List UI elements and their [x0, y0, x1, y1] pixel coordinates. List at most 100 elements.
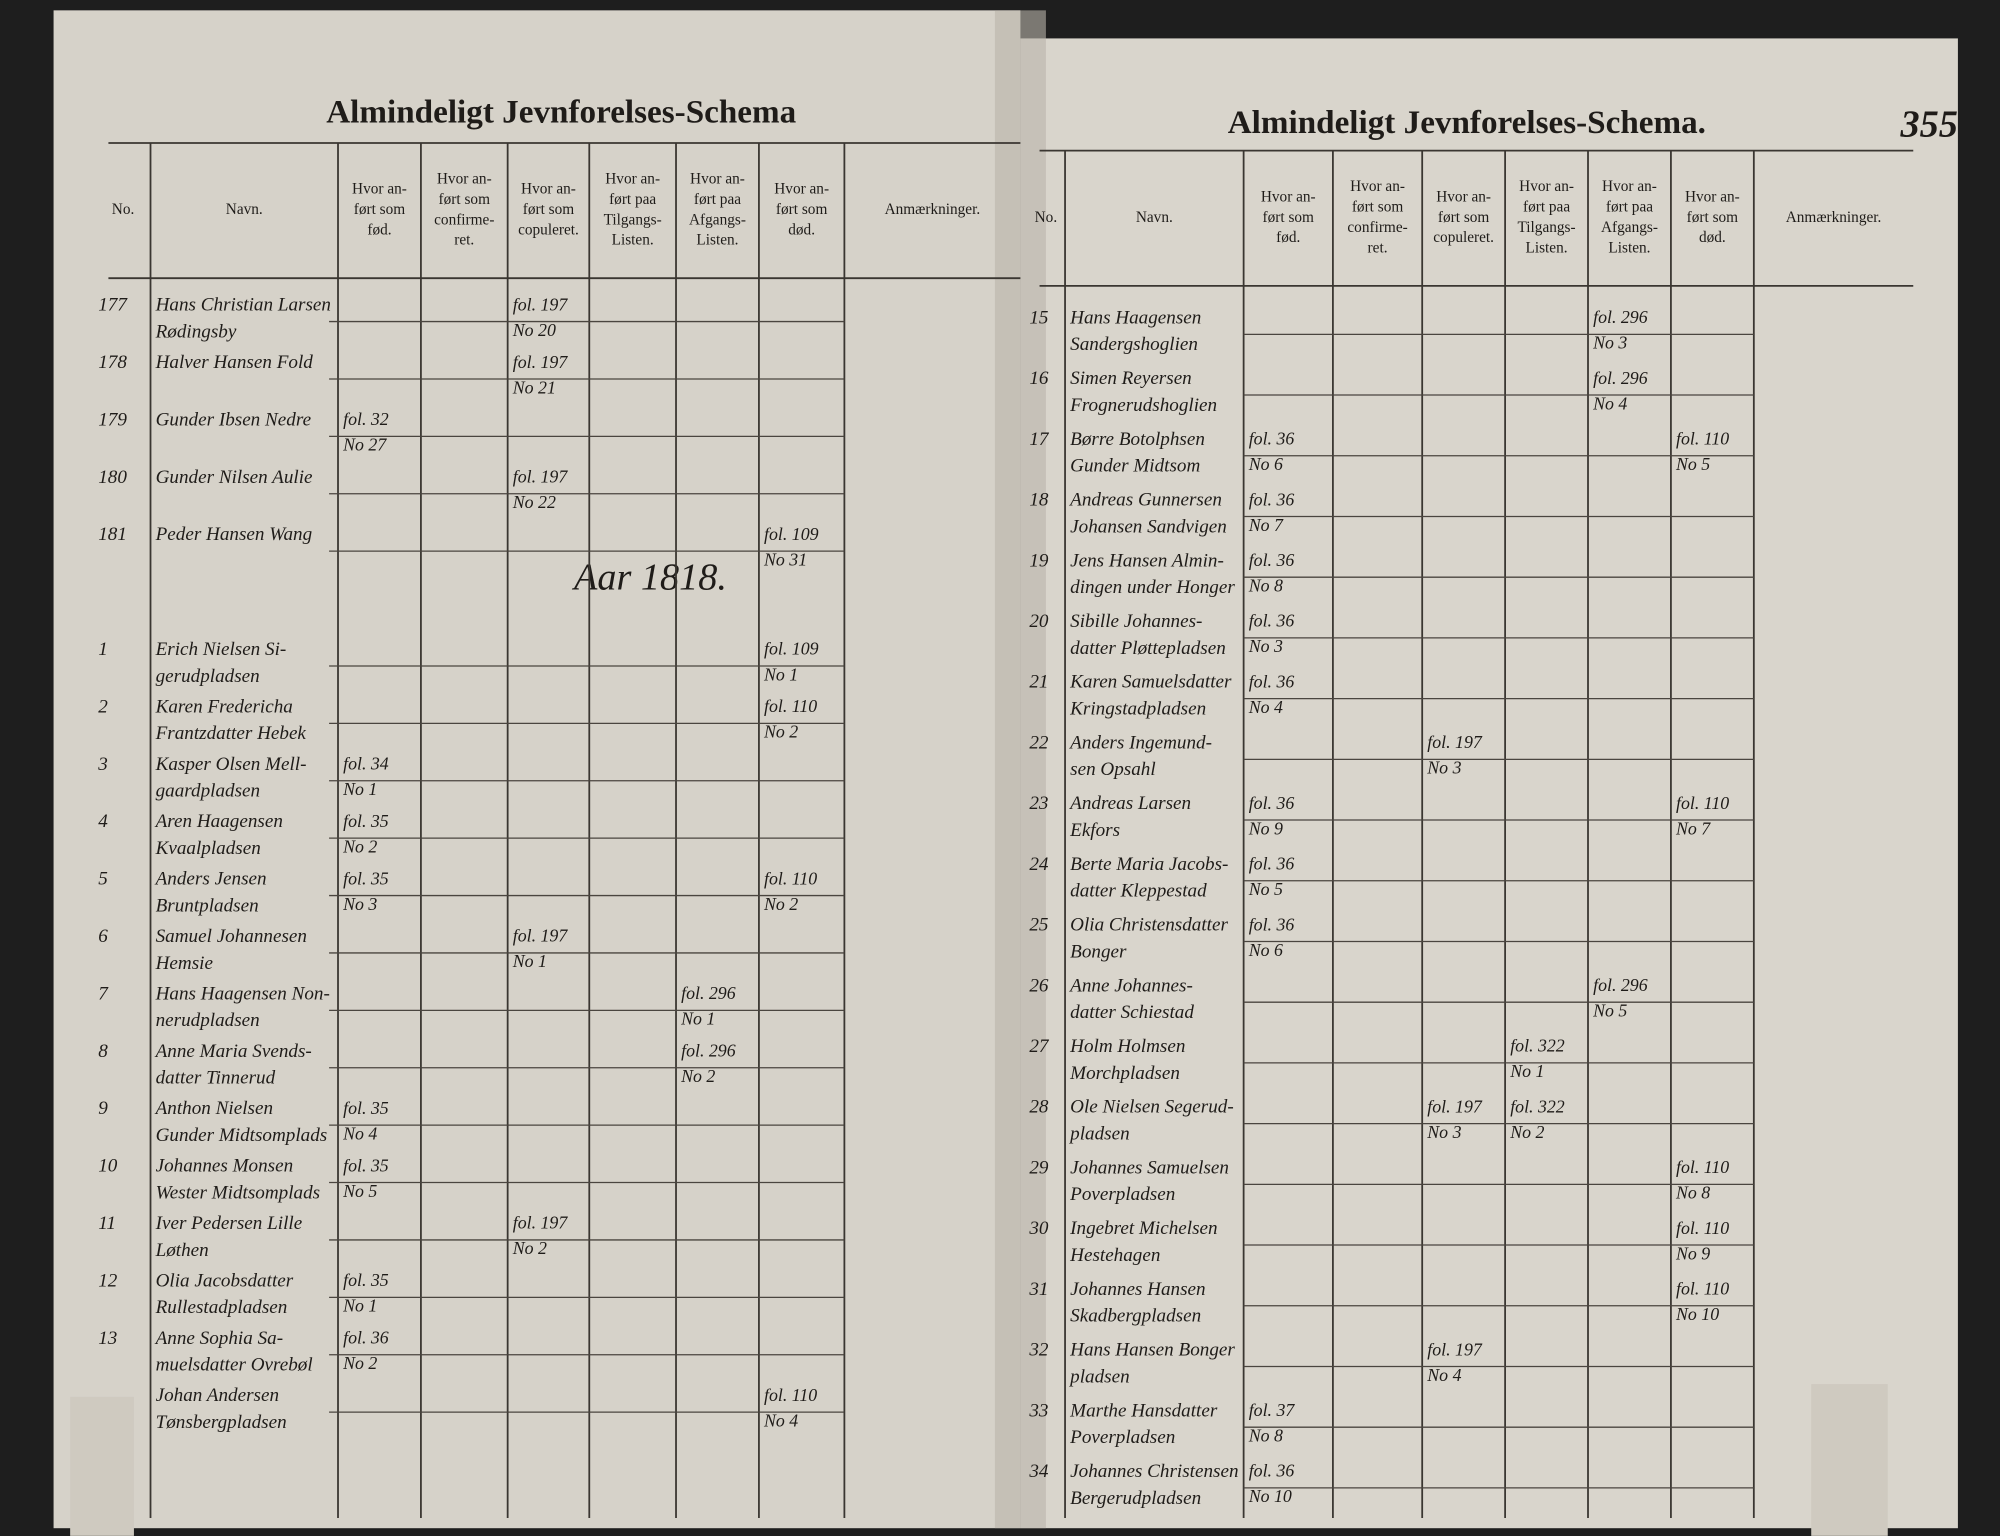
column-header: No.: [1035, 209, 1058, 226]
column-header: Hvor an-: [1436, 188, 1491, 205]
row-number: 181: [98, 524, 127, 545]
register-reference: No 6: [1248, 940, 1283, 960]
register-reference: fol. 34: [343, 754, 389, 774]
row-name: Olia Christensdatter: [1070, 915, 1228, 936]
row-name: Anne Sophia Sa-: [154, 1328, 283, 1349]
column-header: ført som: [1352, 199, 1404, 216]
row-name: Anthon Nielsen: [154, 1098, 273, 1119]
register-reference: No 9: [1675, 1243, 1710, 1263]
row-name: Berte Maria Jacobs-: [1070, 854, 1228, 875]
column-header: Navn.: [1136, 209, 1173, 226]
row-number: 12: [98, 1270, 118, 1291]
column-header: Hvor an-: [1350, 178, 1405, 195]
register-reference: fol. 35: [343, 811, 389, 831]
column-header: Hvor an-: [774, 181, 829, 198]
row-name: Frognerudshoglien: [1069, 395, 1217, 416]
register-reference: No 5: [1248, 879, 1283, 899]
column-header: confirme-: [434, 211, 494, 228]
column-header: ført som: [1263, 209, 1315, 226]
row-name: Karen Fredericha: [155, 696, 293, 717]
row-name: Poverpladsen: [1069, 1184, 1175, 1205]
register-reference: No 3: [1426, 758, 1461, 778]
column-header: ført paa: [694, 191, 741, 208]
row-name: gerudpladsen: [156, 666, 260, 687]
row-number: 31: [1028, 1279, 1048, 1300]
column-header: ført som: [776, 201, 828, 218]
row-name: Løthen: [155, 1240, 209, 1261]
register-reference: No 3: [1426, 1122, 1461, 1142]
register-reference: No 2: [763, 894, 798, 914]
register-reference: fol. 197: [1427, 1096, 1483, 1116]
column-header: Afgangs-: [689, 211, 746, 228]
left-page: [53, 10, 1021, 1529]
column-header: Listen.: [1526, 239, 1568, 256]
row-number: 8: [98, 1041, 108, 1062]
column-header: Listen.: [1608, 239, 1650, 256]
column-header: ført som: [1687, 209, 1739, 226]
register-reference: fol. 110: [1676, 1279, 1729, 1299]
row-name: nerudpladsen: [156, 1010, 260, 1031]
column-header: ført paa: [1606, 199, 1653, 216]
row-number: 11: [98, 1213, 116, 1234]
row-number: 29: [1029, 1157, 1049, 1178]
register-reference: No 2: [680, 1066, 715, 1086]
column-header: Anmærkninger.: [1786, 209, 1882, 226]
row-number: 30: [1028, 1218, 1049, 1239]
register-reference: fol. 296: [681, 1041, 736, 1061]
column-header: copuleret.: [1433, 229, 1494, 246]
register-reference: fol. 322: [1510, 1096, 1565, 1116]
column-header: Listen.: [612, 232, 654, 249]
row-name: Gunder Midtsom: [1070, 456, 1200, 477]
register-reference: No 2: [342, 836, 377, 856]
register-reference: fol. 197: [513, 294, 569, 314]
row-name: Johannes Hansen: [1070, 1279, 1205, 1300]
row-number: 33: [1028, 1400, 1048, 1421]
register-reference: No 20: [512, 320, 556, 340]
row-number: 16: [1029, 368, 1049, 389]
register-reference: No 3: [342, 894, 377, 914]
row-name: pladsen: [1068, 1366, 1130, 1387]
page-number: 355: [1900, 103, 1958, 145]
gutter: [994, 10, 1046, 1529]
register-reference: fol. 110: [1676, 793, 1729, 813]
row-name: gaardpladsen: [156, 781, 260, 802]
row-number: 5: [98, 869, 108, 890]
book-clip: [1811, 1384, 1888, 1536]
register-reference: No 22: [512, 492, 556, 512]
register-reference: fol. 322: [1510, 1036, 1565, 1056]
column-header: Hvor an-: [1261, 188, 1316, 205]
register-reference: No 2: [1509, 1122, 1544, 1142]
row-name: Skadbergpladsen: [1070, 1306, 1201, 1327]
row-name: Ole Nielsen Segerud-: [1070, 1097, 1234, 1118]
row-number: 6: [98, 926, 108, 947]
column-header: fød.: [1276, 229, 1300, 246]
register-reference: fol. 35: [343, 1270, 389, 1290]
register-reference: No 2: [512, 1238, 547, 1258]
row-name: Anne Maria Svends-: [154, 1041, 312, 1062]
register-reference: fol. 109: [764, 524, 819, 544]
row-number: 13: [98, 1328, 117, 1349]
column-header: Hvor an-: [605, 171, 660, 188]
row-name: Bonger: [1070, 941, 1127, 962]
row-number: 18: [1029, 490, 1049, 511]
row-name: Olia Jacobsdatter: [156, 1270, 294, 1291]
row-number: 32: [1028, 1340, 1049, 1361]
register-reference: No 8: [1675, 1183, 1710, 1203]
row-name: Rødingsby: [155, 321, 237, 342]
register-reference: fol. 35: [343, 868, 389, 888]
row-number: 22: [1029, 732, 1049, 753]
register-reference: No 4: [1426, 1365, 1461, 1385]
row-number: 179: [98, 409, 127, 430]
row-number: 7: [98, 983, 109, 1004]
register-reference: fol. 197: [1427, 1339, 1483, 1359]
column-header: ført som: [523, 201, 575, 218]
column-header: ført paa: [609, 191, 656, 208]
register-reference: fol. 110: [764, 696, 817, 716]
row-name: pladsen: [1068, 1123, 1130, 1144]
row-name: Børre Botolphsen: [1070, 429, 1205, 450]
row-number: 9: [98, 1098, 108, 1119]
register-reference: fol. 36: [1249, 671, 1295, 691]
row-number: 3: [97, 754, 108, 775]
register-reference: fol. 35: [343, 1155, 389, 1175]
register-reference: fol. 197: [1427, 732, 1483, 752]
